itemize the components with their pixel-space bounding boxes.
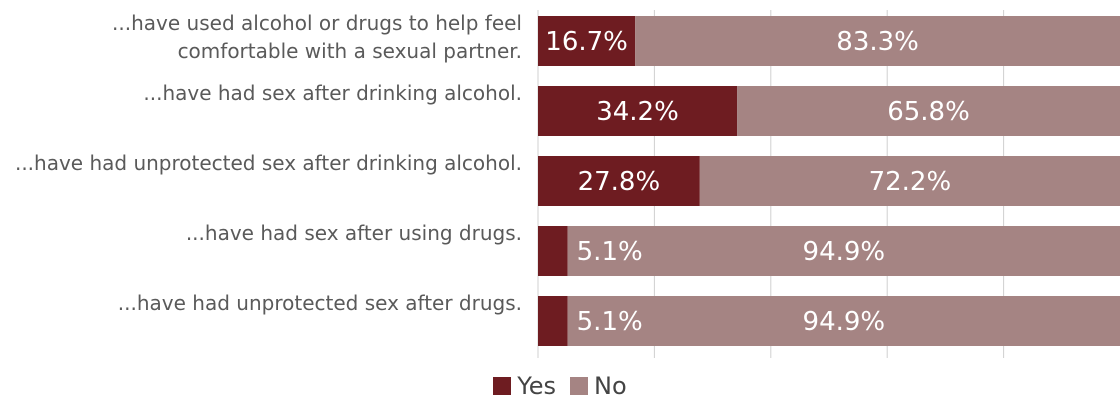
data-label-yes: 5.1% <box>577 237 643 267</box>
legend-swatch-yes <box>493 377 512 395</box>
category-label: ...have had unprotected sex after drugs. <box>118 291 522 315</box>
data-label-yes: 34.2% <box>596 97 679 127</box>
category-label: ...have had unprotected sex after drinki… <box>15 151 522 175</box>
data-label-yes: 16.7% <box>545 27 628 57</box>
legend-item-yes: Yes <box>493 372 556 400</box>
category-label: ...have had sex after using drugs. <box>186 221 522 245</box>
bar-yes <box>538 296 568 346</box>
bar-no <box>737 86 1120 136</box>
bar-yes <box>538 86 738 136</box>
bar-no <box>567 226 1120 276</box>
data-label-no: 94.9% <box>803 307 886 337</box>
legend-swatch-no <box>570 377 589 395</box>
category-label: ...have had sex after drinking alcohol. <box>143 81 522 105</box>
data-label-no: 72.2% <box>869 167 952 197</box>
bar-no <box>635 16 1120 66</box>
data-label-no: 83.3% <box>836 27 919 57</box>
bar-no <box>567 296 1120 346</box>
bar-yes <box>538 226 568 276</box>
category-label-line: ...have used alcohol or drugs to help fe… <box>112 11 522 35</box>
bar-yes <box>538 16 636 66</box>
data-label-yes: 27.8% <box>578 167 661 197</box>
data-label-no: 65.8% <box>887 97 970 127</box>
category-label: ...have used alcohol or drugs to help fe… <box>112 11 522 63</box>
bar-yes <box>538 156 700 206</box>
legend-label-no: No <box>594 372 627 400</box>
legend-label-yes: Yes <box>517 372 557 400</box>
legend: Yes No <box>0 372 1120 400</box>
bar-no <box>699 156 1120 206</box>
category-label-line: comfortable with a sexual partner. <box>178 39 522 63</box>
data-label-yes: 5.1% <box>577 307 643 337</box>
data-label-no: 94.9% <box>803 237 886 267</box>
legend-item-no: No <box>570 372 627 400</box>
